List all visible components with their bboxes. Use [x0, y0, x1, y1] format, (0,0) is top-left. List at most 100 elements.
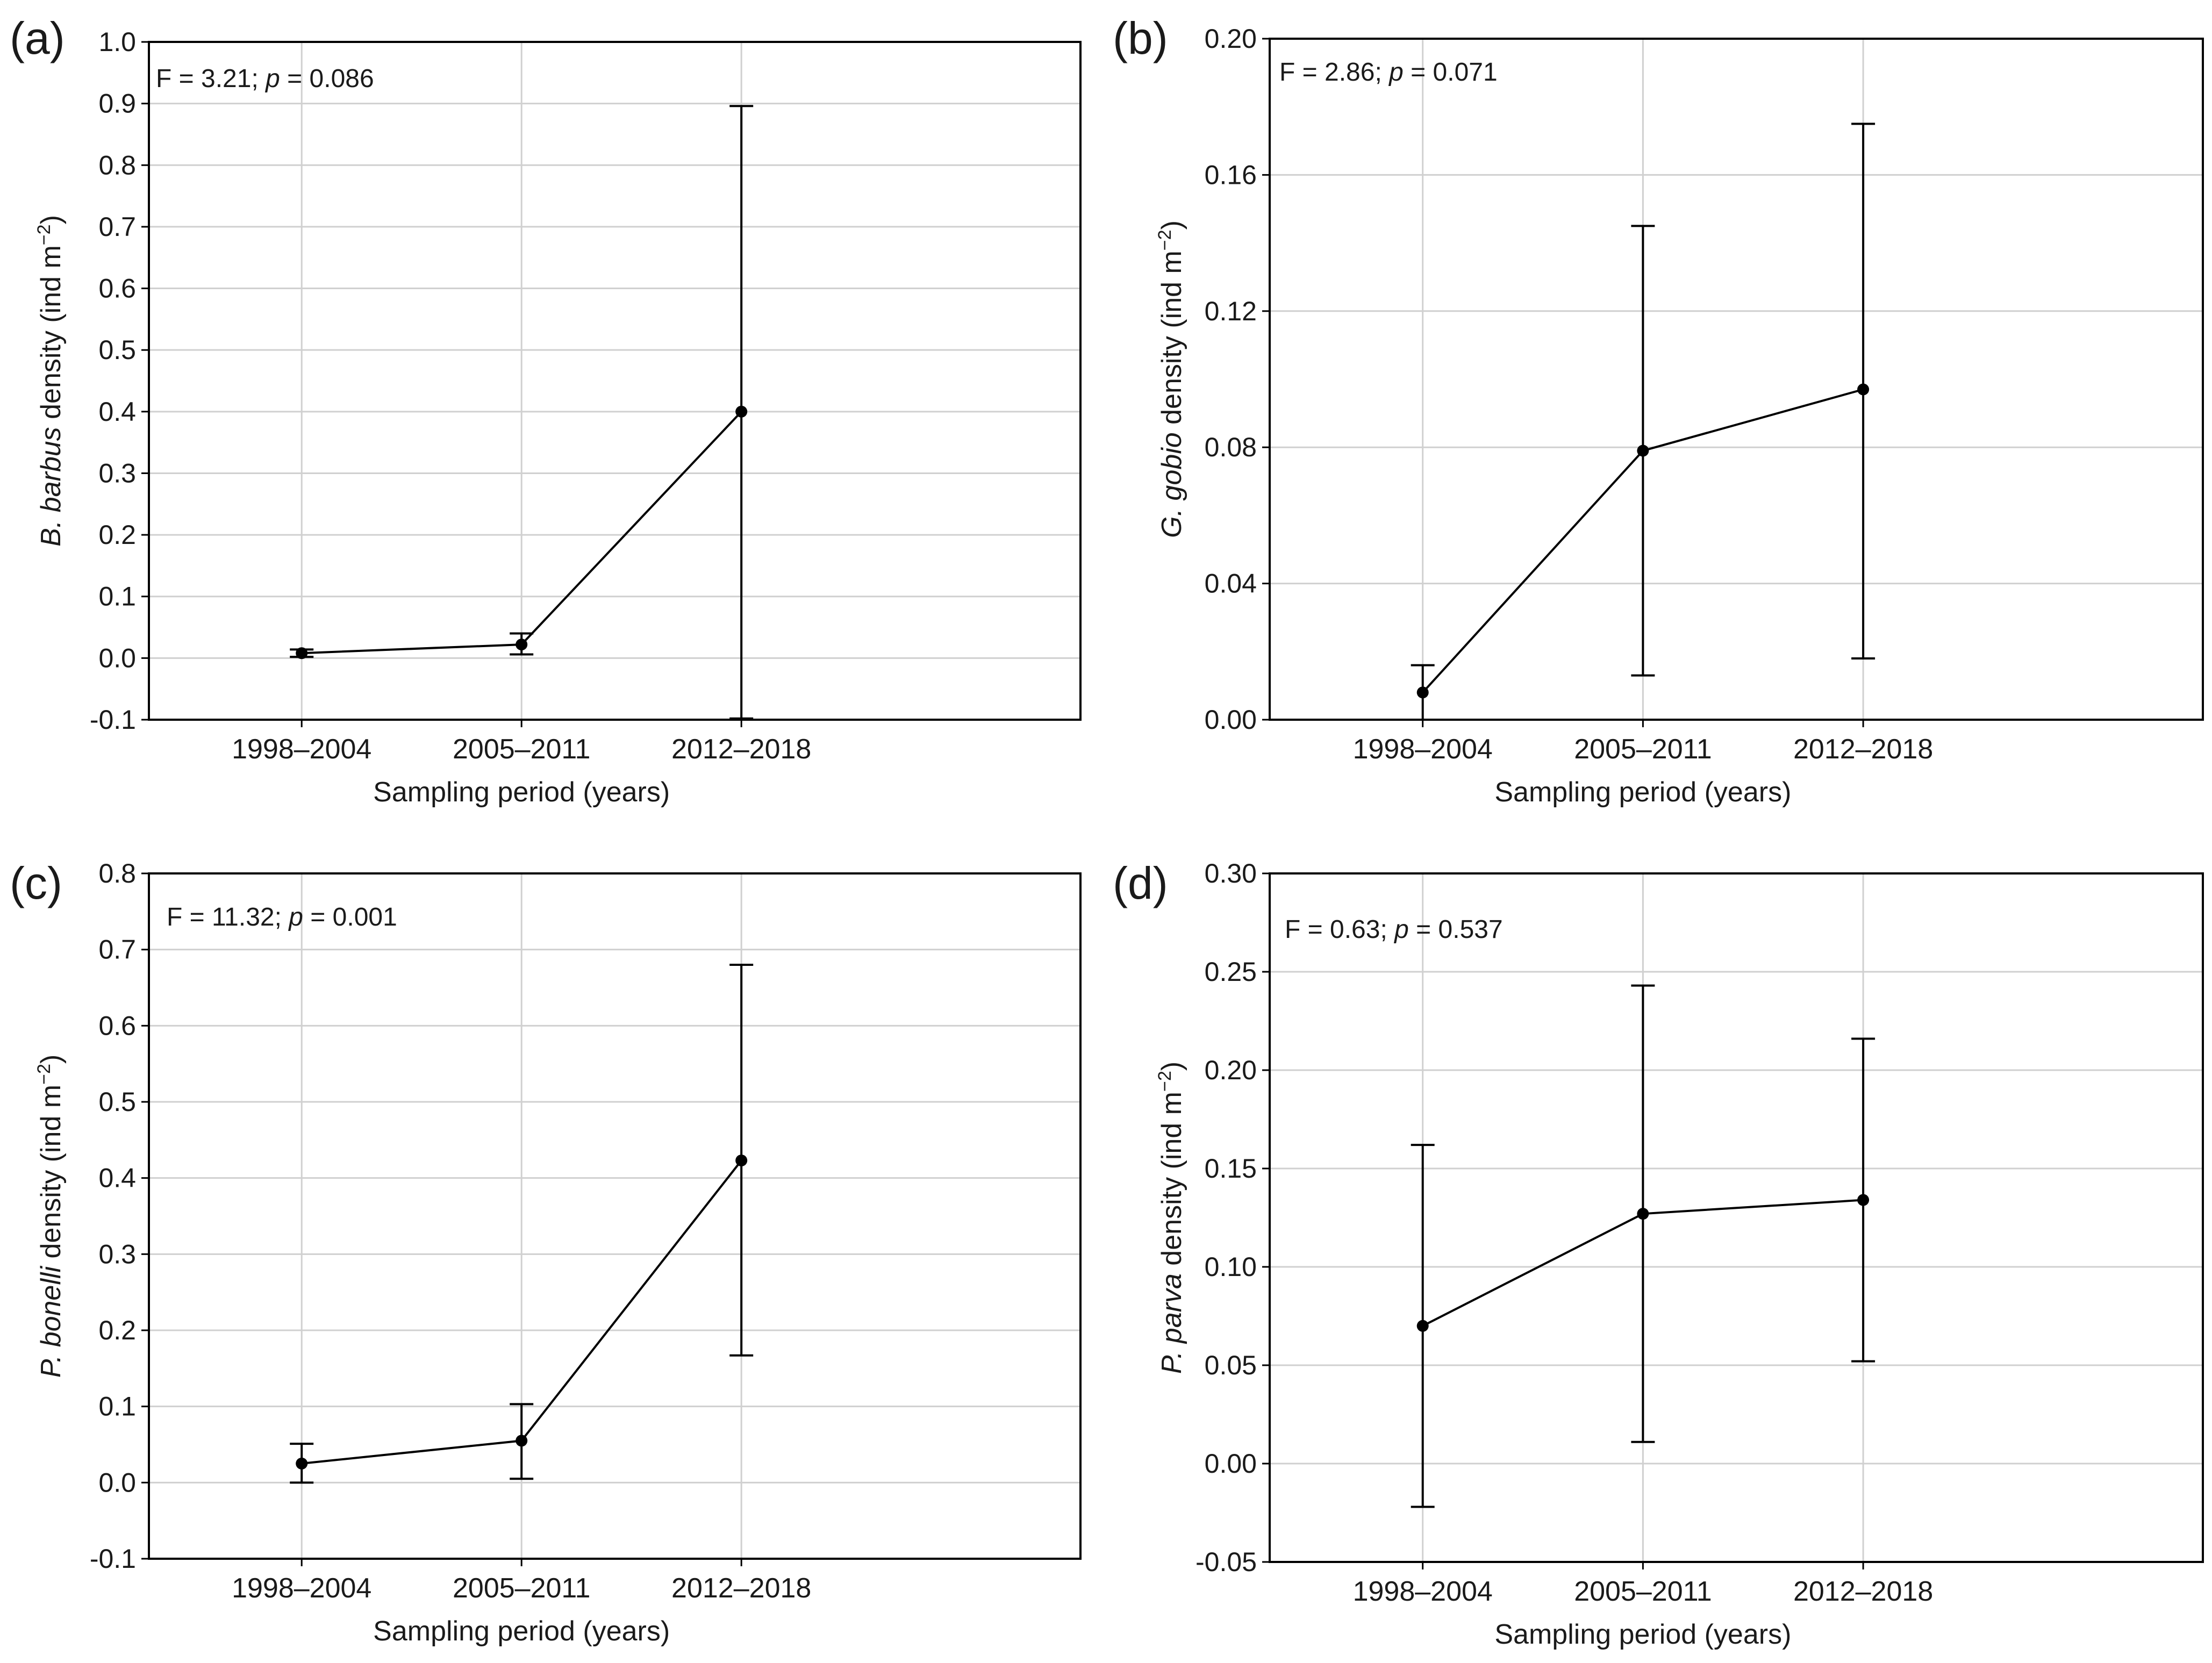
data-point — [735, 1155, 748, 1167]
y-axis-unit: density (ind m — [1156, 1092, 1187, 1273]
x-tick-label: 2012–2018 — [1793, 1576, 1933, 1607]
y-axis-species: P. bonelli — [35, 1266, 67, 1378]
plot-frame — [1269, 872, 2204, 1563]
y-axis-title: P. bonelli density (ind m−2) — [34, 1055, 67, 1378]
data-point — [1637, 445, 1649, 457]
y-tick-label: 0.25 — [1205, 957, 1257, 987]
y-axis-close: ) — [1156, 1062, 1187, 1071]
x-axis-title: Sampling period (years) — [1494, 777, 1791, 808]
stat-annotation: F = 2.86; p = 0.071 — [1279, 58, 1498, 87]
y-axis-title: G. gobio density (ind m−2) — [1155, 220, 1187, 538]
y-tick-label: 1.0 — [98, 27, 136, 57]
x-tick-label: 2005–2011 — [453, 734, 590, 765]
x-tick-label: 1998–2004 — [232, 1573, 371, 1604]
plot-frame — [148, 872, 1082, 1560]
y-axis-superscript: −2 — [1155, 230, 1175, 250]
y-tick-label: 0.6 — [98, 1010, 136, 1041]
x-tick-label: 1998–2004 — [232, 734, 371, 765]
y-tick-label: 0.4 — [98, 397, 136, 427]
x-tick-label: 1998–2004 — [1353, 734, 1493, 765]
data-point — [1416, 1320, 1429, 1332]
y-axis-species: G. gobio — [1156, 432, 1187, 538]
x-tick-label: 2012–2018 — [671, 734, 811, 765]
y-tick-label: 0.7 — [98, 212, 136, 242]
y-tick-label: 0.20 — [1205, 1055, 1257, 1085]
y-tick-label: 0.8 — [98, 150, 136, 180]
y-axis-species: B. barbus — [35, 427, 67, 547]
plot-frame — [148, 41, 1082, 721]
stat-f: F = 0.63; — [1285, 915, 1394, 944]
y-tick-label: 0.1 — [98, 1392, 136, 1422]
stat-p-symbol: p — [264, 64, 280, 93]
y-tick-label: 0.00 — [1205, 705, 1257, 735]
y-tick-label: 0.00 — [1205, 1449, 1257, 1479]
y-tick-label: 0.8 — [98, 858, 136, 888]
y-axis-title: B. barbus density (ind m−2) — [34, 215, 67, 547]
y-axis-unit: density (ind m — [1156, 250, 1187, 432]
data-point — [1857, 1194, 1870, 1206]
y-axis-unit: density (ind m — [35, 245, 67, 427]
y-axis-close: ) — [1156, 220, 1187, 230]
y-axis-superscript: −2 — [34, 224, 54, 245]
y-tick-label: 0.0 — [98, 1467, 136, 1497]
x-tick-label: 1998–2004 — [1353, 1576, 1493, 1607]
y-axis-close: ) — [35, 1055, 67, 1064]
x-tick-label: 2012–2018 — [1793, 734, 1933, 765]
y-tick-label: 0.5 — [98, 1087, 136, 1117]
y-tick-label: -0.1 — [90, 705, 136, 735]
stat-p-value: = 0.071 — [1404, 58, 1498, 87]
data-point — [296, 1457, 308, 1470]
data-point — [1857, 383, 1870, 396]
y-tick-label: -0.1 — [90, 1544, 136, 1574]
y-axis-title: P. parva density (ind m−2) — [1155, 1062, 1187, 1374]
data-point — [1637, 1208, 1649, 1220]
panel-label: (d) — [1113, 858, 1168, 908]
data-point — [1416, 686, 1429, 699]
panel-a: (a) -0.1 0.0 0.1 0.2 0.3 0.4 0.5 0.6 0.7 0.8 0.9 1.0… — [10, 13, 1082, 808]
y-tick-label: 0.3 — [98, 458, 136, 488]
stat-p-value: = 0.537 — [1409, 915, 1503, 944]
panel-label: (a) — [10, 13, 65, 63]
x-axis-title: Sampling period (years) — [373, 777, 670, 808]
data-point — [516, 1435, 528, 1447]
y-tick-label: 0.08 — [1205, 432, 1257, 462]
y-axis-superscript: −2 — [34, 1064, 54, 1085]
panel-b: (b) 0.00 0.04 0.08 0.12 0.16 0.20 1998–2004 2005… — [1113, 13, 2204, 808]
stat-f: F = 11.32; — [167, 903, 289, 931]
y-tick-label: 0.15 — [1205, 1153, 1257, 1184]
panel-c: (c) -0.1 0.0 0.1 0.2 0.3 0.4 0.5 0.6 0.7 0.8 1998–2… — [10, 858, 1082, 1647]
y-tick-label: -0.05 — [1196, 1547, 1257, 1577]
y-tick-label: 0.05 — [1205, 1350, 1257, 1380]
y-tick-label: 0.0 — [98, 643, 136, 673]
y-tick-label: 0.9 — [98, 89, 136, 119]
panel-d: (d) -0.05 0.00 0.05 0.10 0.15 0.20 0.25 0.30 1998… — [1113, 858, 2204, 1650]
stat-annotation: F = 0.63; p = 0.537 — [1285, 915, 1503, 944]
y-tick-label: 0.12 — [1205, 296, 1257, 326]
y-tick-label: 0.6 — [98, 274, 136, 304]
x-axis-title: Sampling period (years) — [373, 1616, 670, 1647]
y-tick-label: 0.1 — [98, 582, 136, 612]
plot-frame — [1269, 38, 2204, 721]
x-axis-title: Sampling period (years) — [1494, 1619, 1791, 1650]
y-axis-unit: density (ind m — [35, 1085, 67, 1266]
y-tick-label: 0.16 — [1205, 160, 1257, 190]
x-tick-label: 2005–2011 — [1574, 734, 1712, 765]
stat-annotation: F = 3.21; p = 0.086 — [156, 64, 374, 93]
stat-p-symbol: p — [288, 903, 303, 931]
y-axis-superscript: −2 — [1155, 1071, 1175, 1092]
y-tick-label: 0.10 — [1205, 1252, 1257, 1282]
x-tick-label: 2012–2018 — [671, 1573, 811, 1604]
panel-label: (c) — [10, 858, 62, 908]
stat-f: F = 2.86; — [1279, 58, 1389, 87]
y-tick-label: 0.4 — [98, 1163, 136, 1193]
x-tick-label: 2005–2011 — [1574, 1576, 1712, 1607]
x-tick-label: 2005–2011 — [453, 1573, 590, 1604]
panel-label: (b) — [1113, 13, 1168, 63]
data-point — [296, 647, 308, 660]
stat-p-symbol: p — [1388, 58, 1404, 87]
y-tick-label: 0.20 — [1205, 24, 1257, 54]
data-point — [516, 639, 528, 651]
stat-f: F = 3.21; — [156, 64, 266, 93]
stat-p-value: = 0.001 — [303, 903, 397, 931]
